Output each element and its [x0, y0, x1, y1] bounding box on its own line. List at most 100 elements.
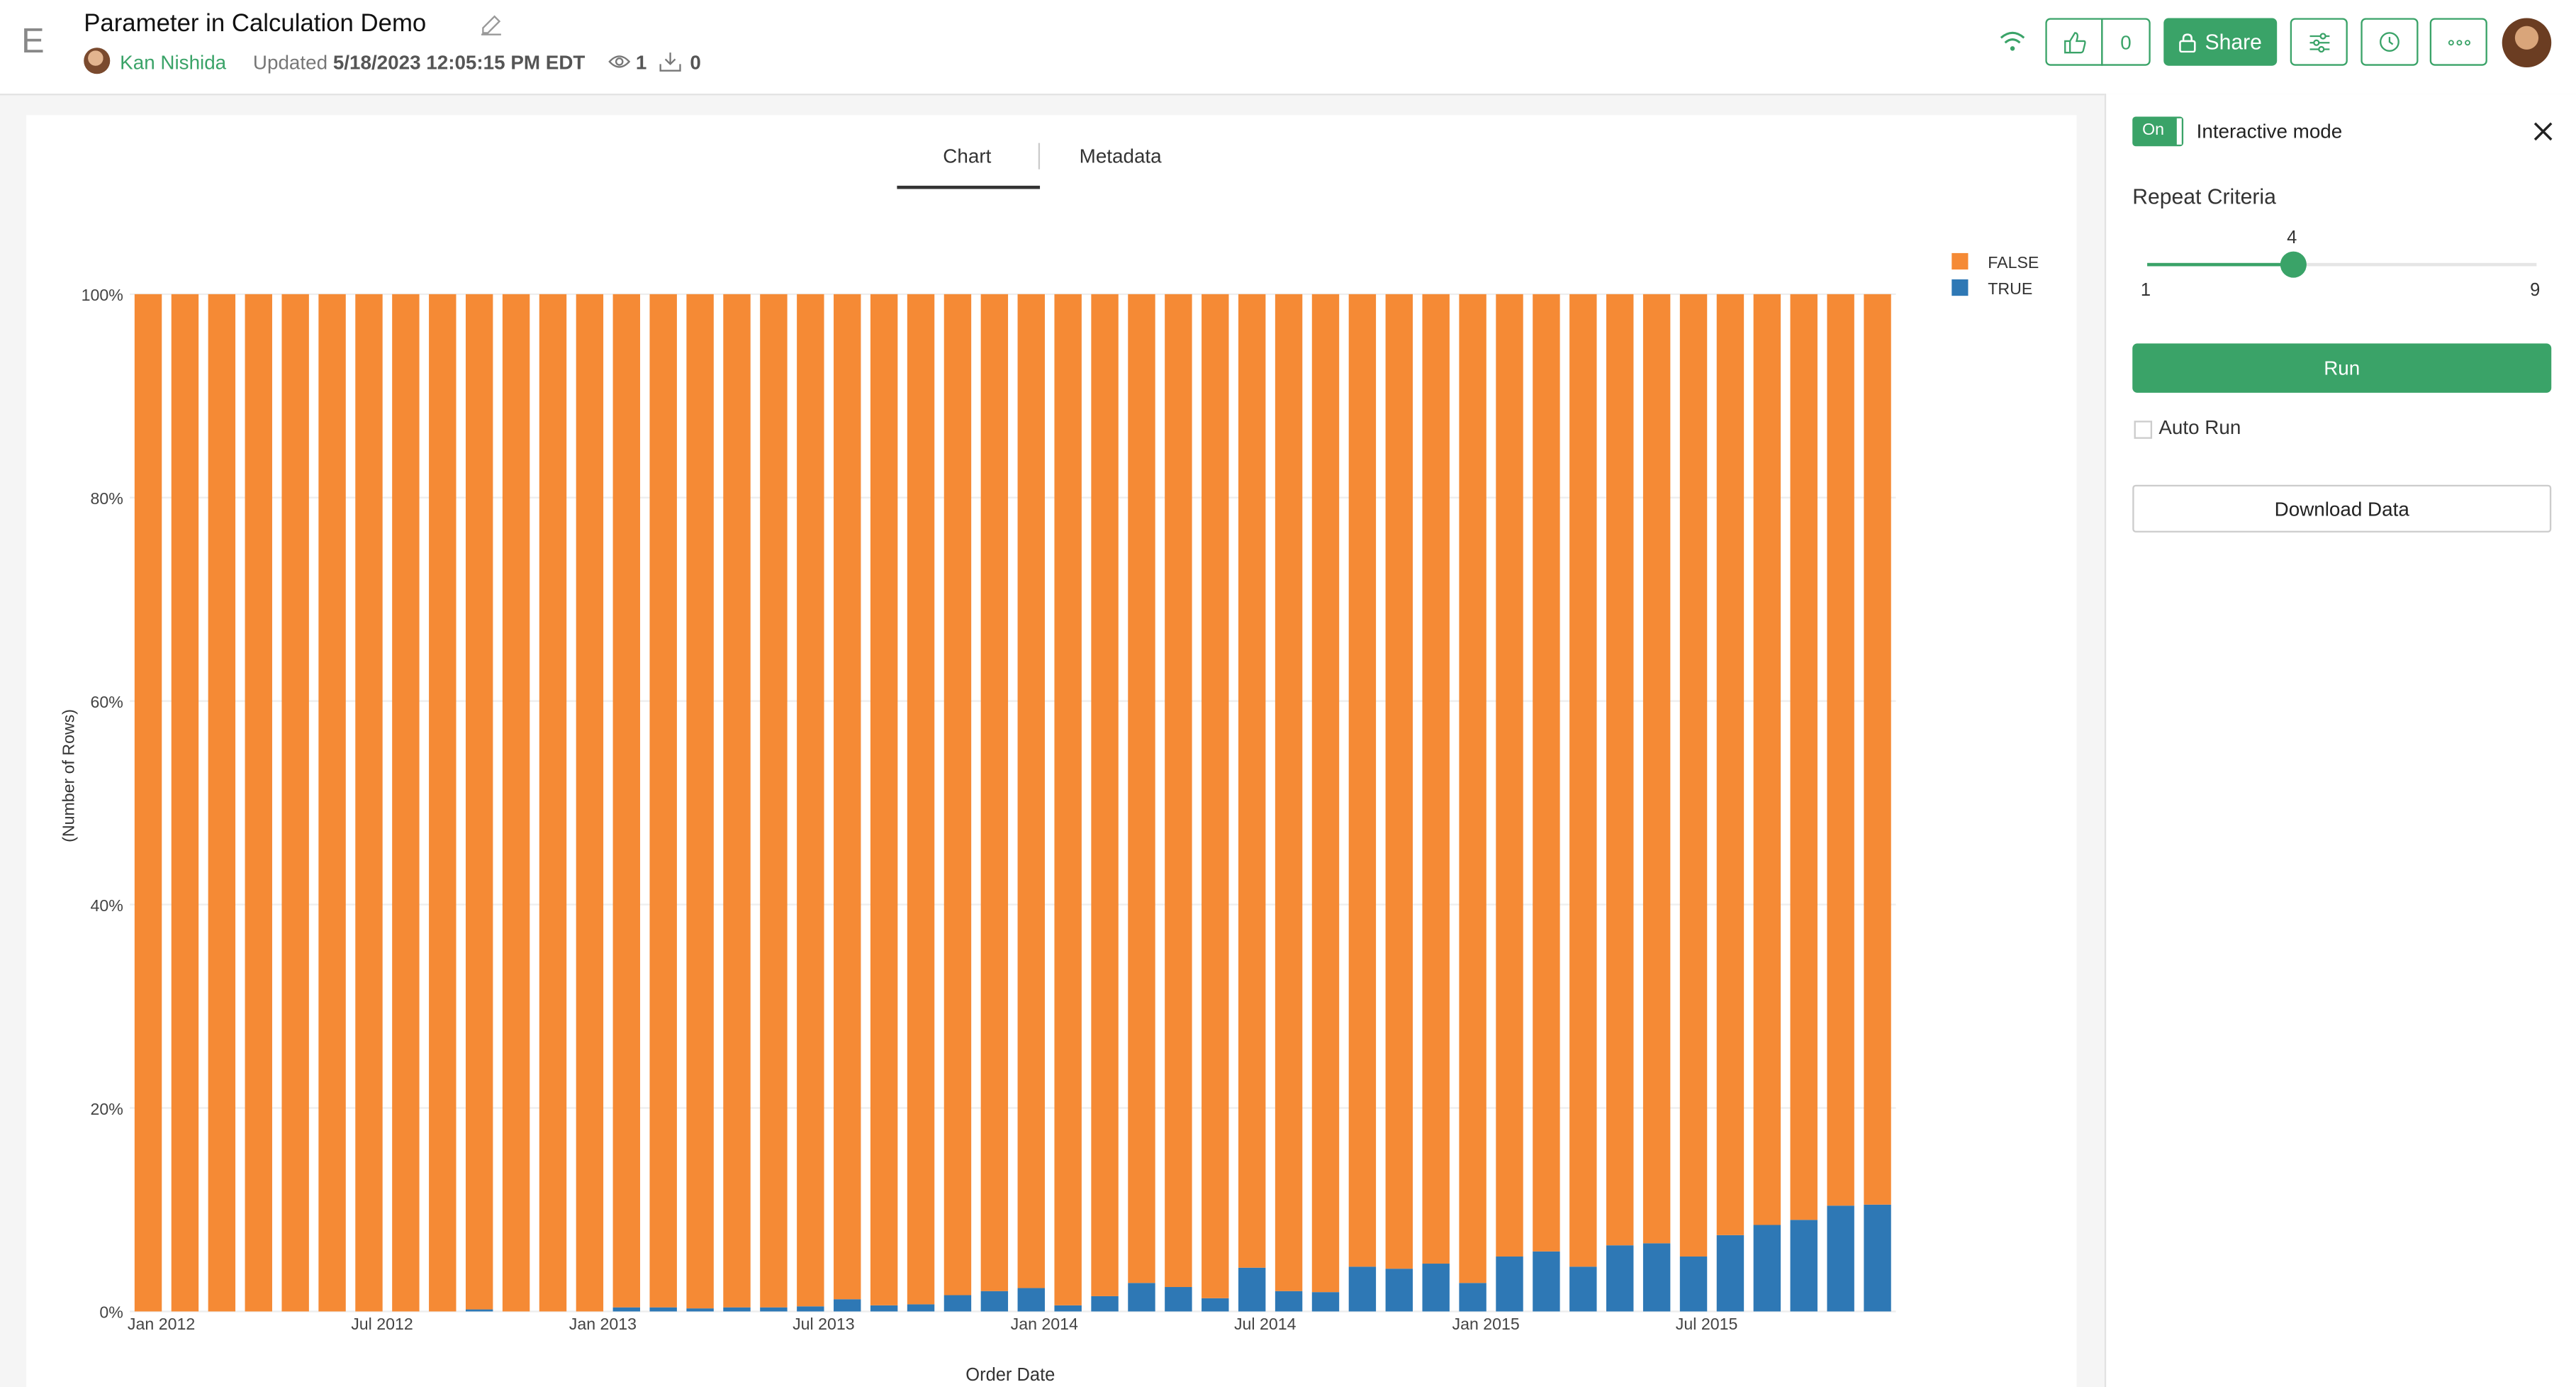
- bar-true: [1385, 1269, 1413, 1312]
- slider-max-label: 9: [2530, 281, 2541, 301]
- bar-true: [834, 1299, 861, 1312]
- bar-true: [1311, 1292, 1340, 1312]
- bar-false: [245, 294, 272, 1312]
- bar-true: [1533, 1251, 1560, 1312]
- bar-true: [612, 1307, 641, 1312]
- x-tick-label: Jul 2014: [1234, 1315, 1297, 1333]
- y-tick-label: 60%: [90, 693, 123, 711]
- tab-separator: [1038, 143, 1041, 169]
- bar-false: [1679, 294, 1708, 1257]
- bar-false: [1348, 294, 1377, 1267]
- bar-true: [980, 1291, 1009, 1312]
- bar-true: [797, 1306, 824, 1312]
- edit-icon[interactable]: [480, 13, 503, 36]
- page-title: Parameter in Calculation Demo: [84, 9, 427, 38]
- bar-false: [834, 294, 861, 1300]
- sliders-icon: [2309, 32, 2329, 52]
- bar-false: [1864, 294, 1891, 1205]
- tab-metadata[interactable]: Metadata: [1079, 144, 1162, 168]
- slider-fill: [2147, 262, 2294, 267]
- x-tick-label: Jan 2012: [128, 1315, 195, 1333]
- bar-true: [1642, 1243, 1671, 1312]
- bar-true: [1459, 1283, 1486, 1312]
- bar-false: [649, 294, 677, 1308]
- bar-false: [723, 294, 751, 1308]
- bar-false: [1496, 294, 1523, 1257]
- bar-false: [797, 294, 824, 1307]
- download-data-button[interactable]: Download Data: [2132, 484, 2552, 533]
- bar-false: [502, 294, 530, 1312]
- bar-false: [539, 294, 567, 1312]
- bar-true: [1422, 1264, 1450, 1312]
- legend-label: TRUE: [1988, 279, 2032, 298]
- bar-false: [171, 294, 199, 1312]
- bar-false: [1054, 294, 1082, 1305]
- bar-false: [612, 294, 641, 1308]
- history-button[interactable]: [2361, 18, 2419, 66]
- run-button[interactable]: Run: [2132, 343, 2552, 393]
- bar-true: [870, 1305, 898, 1312]
- bar-false: [576, 294, 604, 1312]
- y-tick-label: 40%: [90, 896, 123, 915]
- auto-run-label: Auto Run: [2158, 416, 2241, 439]
- bar-false: [1753, 294, 1781, 1225]
- bar-true: [649, 1307, 677, 1312]
- bar-false: [1128, 294, 1155, 1283]
- slider-thumb[interactable]: [2280, 251, 2307, 278]
- tab-chart[interactable]: Chart: [943, 144, 992, 168]
- bar-false: [1091, 294, 1119, 1296]
- bar-false: [907, 294, 935, 1305]
- y-tick-label: 20%: [90, 1100, 123, 1118]
- settings-button[interactable]: [2290, 18, 2348, 66]
- bar-false: [1238, 294, 1266, 1268]
- author-name[interactable]: Kan Nishida: [120, 50, 227, 74]
- user-avatar[interactable]: [2502, 18, 2552, 68]
- active-tab-indicator: [897, 185, 1041, 189]
- x-tick-label: Jan 2014: [1011, 1315, 1078, 1333]
- more-icon: [2447, 39, 2470, 45]
- bar-false: [1202, 294, 1229, 1298]
- clock-icon: [2380, 32, 2399, 52]
- updated-info: Updated 5/18/2023 12:05:15 PM EDT: [253, 51, 585, 74]
- bar-true: [1679, 1256, 1708, 1312]
- thumbs-up-icon: [2063, 31, 2085, 53]
- updated-label: Updated: [252, 50, 328, 74]
- bar-true: [1827, 1205, 1854, 1312]
- share-button[interactable]: Share: [2163, 18, 2278, 66]
- bar-false: [355, 294, 383, 1312]
- header: E Parameter in Calculation Demo Kan Nish…: [0, 0, 2576, 96]
- auto-run-checkbox[interactable]: [2134, 420, 2153, 439]
- bar-true: [1238, 1267, 1266, 1312]
- legend-swatch: [1951, 252, 1969, 270]
- wifi-icon[interactable]: [2000, 30, 2026, 52]
- bar-false: [943, 294, 972, 1296]
- bar-false: [1385, 294, 1413, 1269]
- bar-false: [281, 294, 309, 1312]
- interactive-mode-toggle[interactable]: On: [2132, 116, 2184, 147]
- bar-true: [1790, 1220, 1818, 1312]
- app-logo[interactable]: E: [21, 23, 45, 61]
- bar-false: [134, 294, 162, 1312]
- slider-track[interactable]: [2147, 262, 2537, 267]
- more-button[interactable]: [2429, 18, 2487, 66]
- bar-false: [1017, 294, 1045, 1288]
- legend-swatch: [1951, 279, 1969, 296]
- bar-false: [208, 294, 236, 1312]
- bar-false: [1422, 294, 1450, 1264]
- bar-false: [1606, 294, 1634, 1246]
- download-icon: [659, 52, 681, 72]
- close-icon[interactable]: [2531, 120, 2554, 143]
- bar-false: [1533, 294, 1560, 1252]
- bar-true: [1716, 1235, 1745, 1312]
- bar-false: [1165, 294, 1192, 1288]
- toggle-label: On: [2142, 121, 2165, 140]
- bar-false: [318, 294, 346, 1312]
- slider-min-label: 1: [2140, 281, 2151, 301]
- bar-false: [1311, 294, 1340, 1293]
- bar-false: [1642, 294, 1671, 1244]
- x-tick-label: Jul 2013: [793, 1315, 855, 1333]
- x-tick-label: Jan 2015: [1452, 1315, 1520, 1333]
- view-count: 1: [635, 50, 647, 74]
- bar-true: [907, 1304, 935, 1312]
- bar-true: [1569, 1266, 1597, 1312]
